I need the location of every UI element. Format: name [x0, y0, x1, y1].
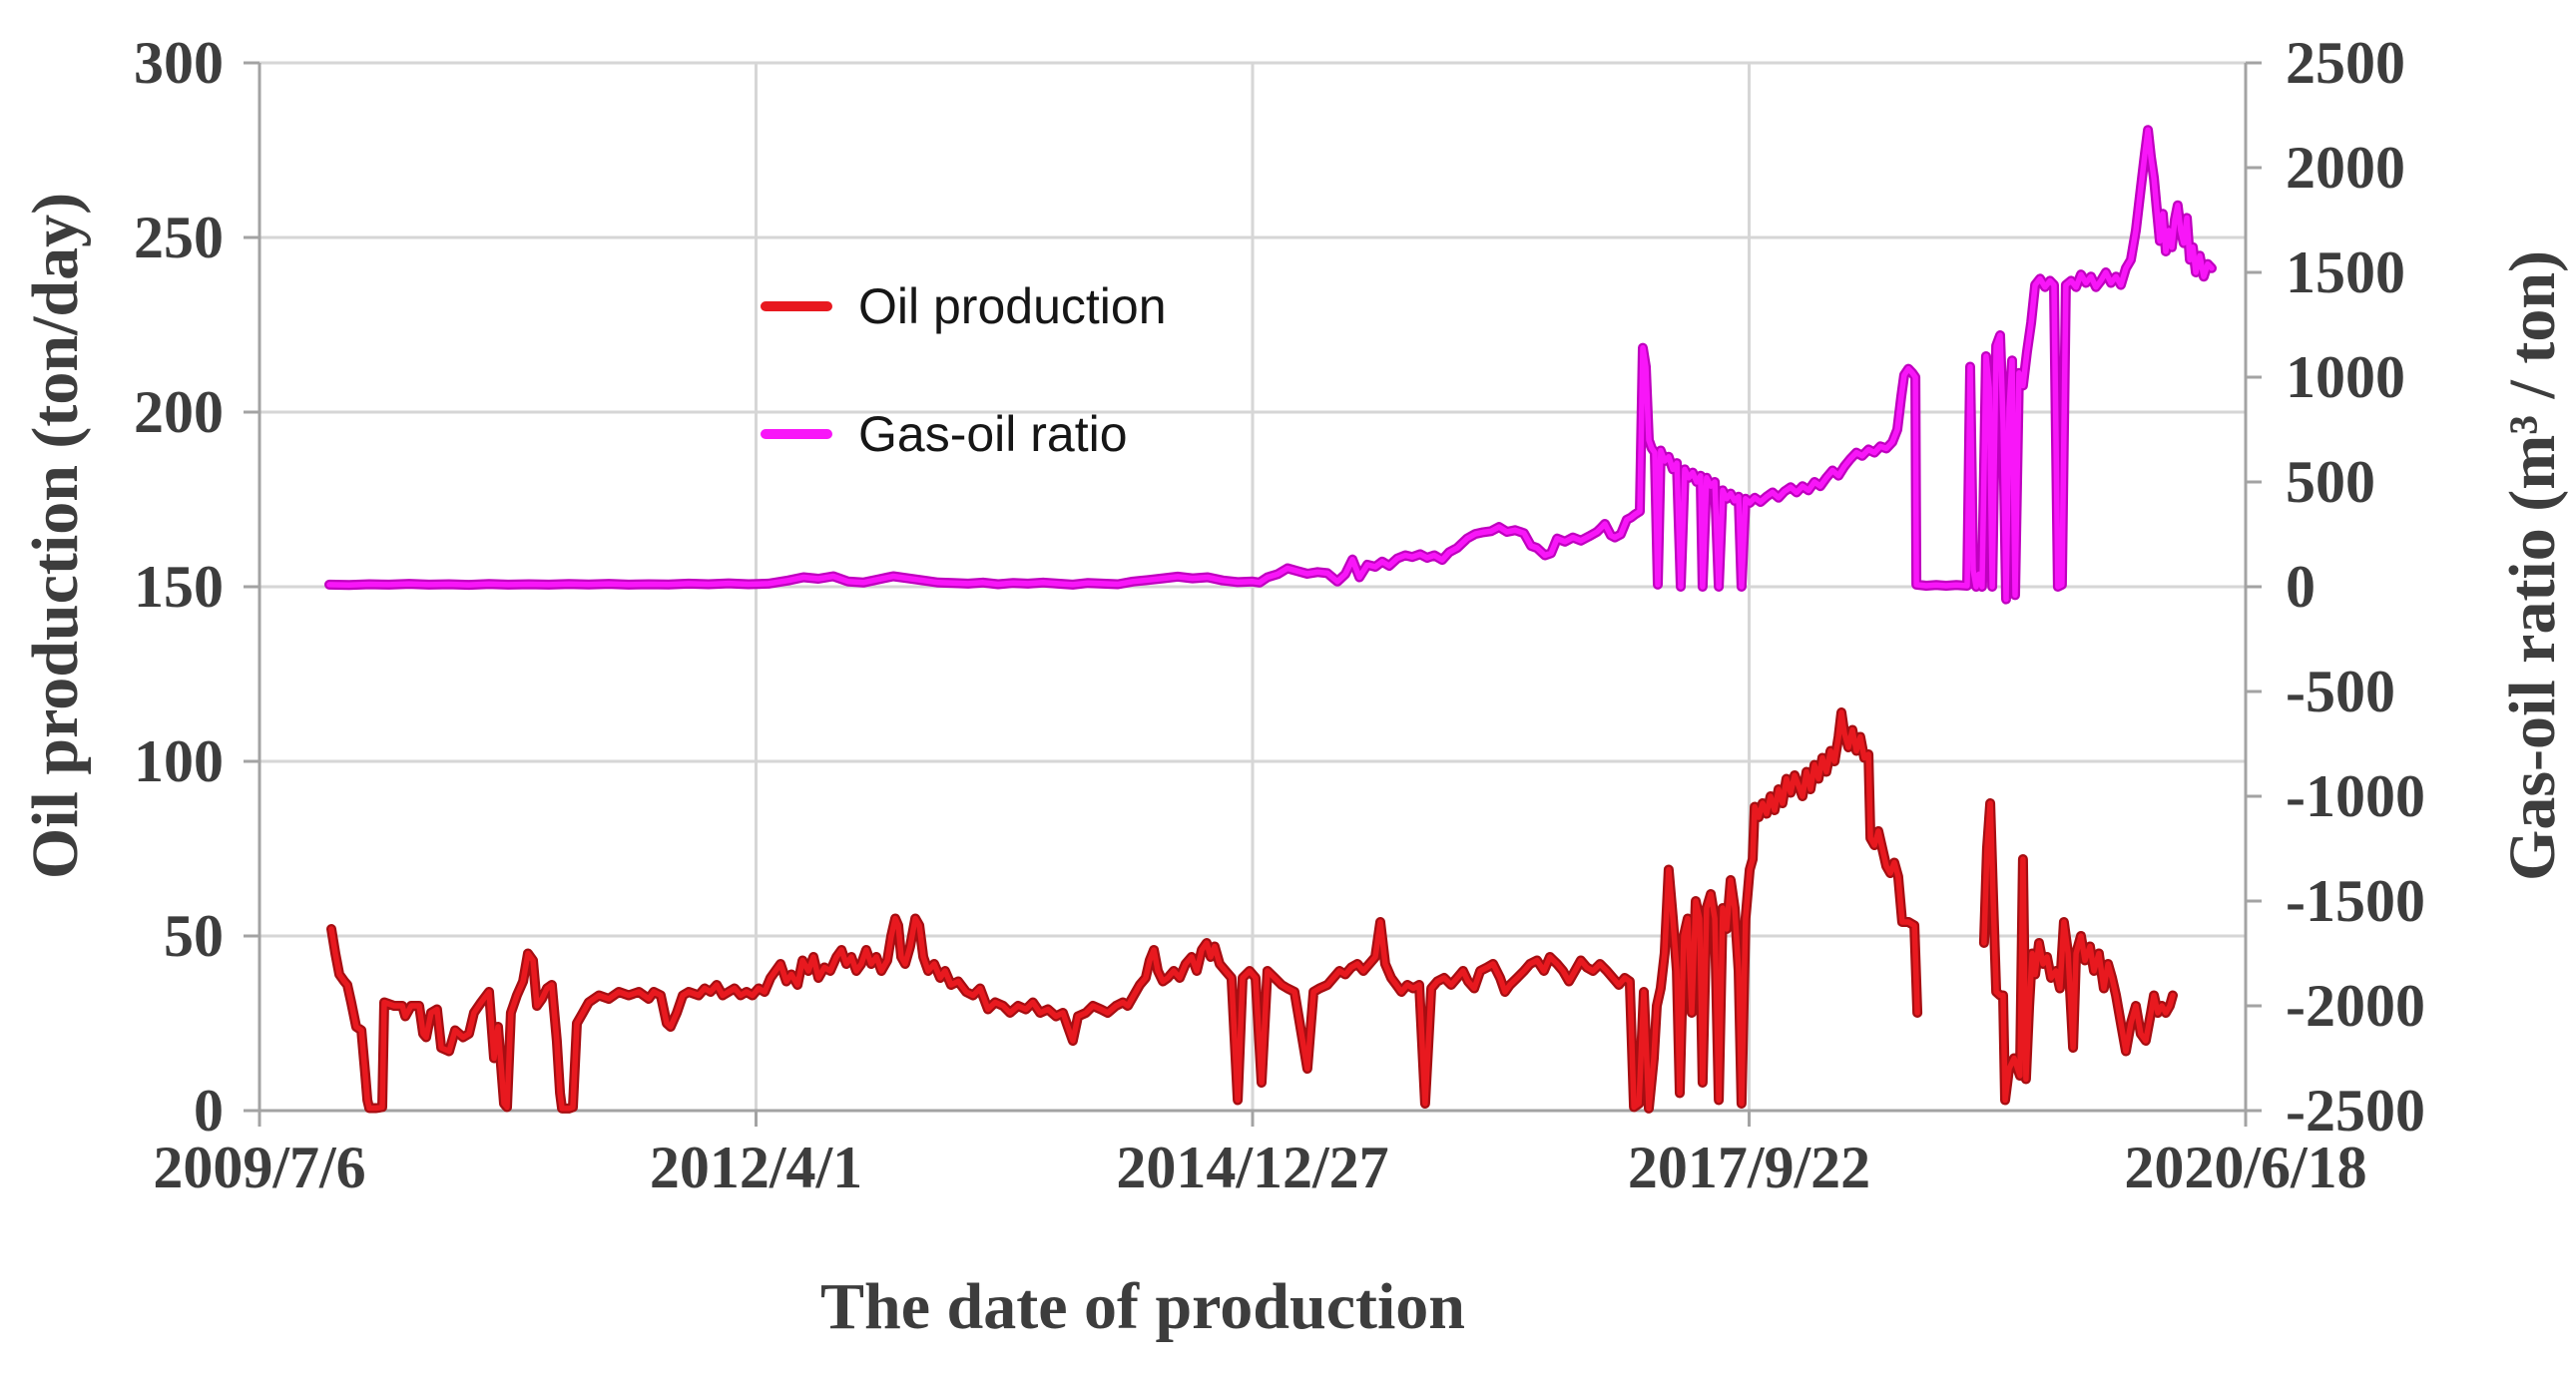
oil-production-line	[328, 709, 1920, 1112]
y-left-tick-label: 0	[194, 1078, 224, 1144]
x-tick-label: 2014/12/27	[1116, 1135, 1389, 1200]
y-right-tick-label: 2000	[2286, 135, 2405, 201]
y-axis-title-right: Gas-oil ratio (m³ / ton)	[2496, 249, 2569, 882]
oil-production-line	[1981, 800, 2176, 1104]
y-right-tick-label: -2500	[2286, 1078, 2425, 1144]
y-left-tick-label: 100	[134, 728, 224, 794]
y-right-tick-label: 500	[2286, 449, 2375, 515]
x-tick-label: 2020/6/18	[2124, 1135, 2367, 1200]
y-right-tick-label: 0	[2286, 554, 2316, 620]
x-tick-label: 2017/9/22	[1627, 1135, 1871, 1200]
legend: Oil production Gas-oil ratio	[761, 267, 1167, 523]
y-left-tick-label: 150	[134, 554, 224, 620]
gas-oil-ratio-line-swatch	[761, 429, 832, 439]
gas-oil-ratio-line-edge	[324, 125, 2217, 605]
x-tick-label: 2009/7/6	[153, 1135, 366, 1200]
legend-label-oil-production: Oil production	[858, 278, 1167, 334]
y-left-tick-label: 50	[164, 903, 224, 969]
y-left-tick-label: 200	[134, 379, 224, 445]
y-right-tick-label: 1500	[2286, 239, 2405, 305]
legend-item-gas-oil-ratio: Gas-oil ratio	[761, 395, 1167, 473]
oil-production-line-swatch	[761, 301, 832, 311]
x-tick-label: 2012/4/1	[649, 1135, 863, 1200]
legend-label-gas-oil-ratio: Gas-oil ratio	[858, 406, 1128, 462]
gas-oil-ratio-line	[326, 127, 2215, 603]
y-axis-title-left: Oil production (ton/day)	[19, 192, 92, 880]
y-right-tick-label: -2000	[2286, 973, 2425, 1039]
y-left-tick-label: 300	[134, 30, 224, 96]
legend-item-oil-production: Oil production	[761, 267, 1167, 345]
y-right-tick-label: -1000	[2286, 763, 2425, 829]
x-axis-title: The date of production	[819, 1270, 1466, 1343]
y-right-tick-label: -1500	[2286, 868, 2425, 934]
y-right-tick-label: 2500	[2286, 30, 2405, 96]
y-right-tick-label: 1000	[2286, 344, 2405, 410]
y-right-tick-label: -500	[2286, 659, 2395, 724]
y-left-tick-label: 250	[134, 205, 224, 270]
